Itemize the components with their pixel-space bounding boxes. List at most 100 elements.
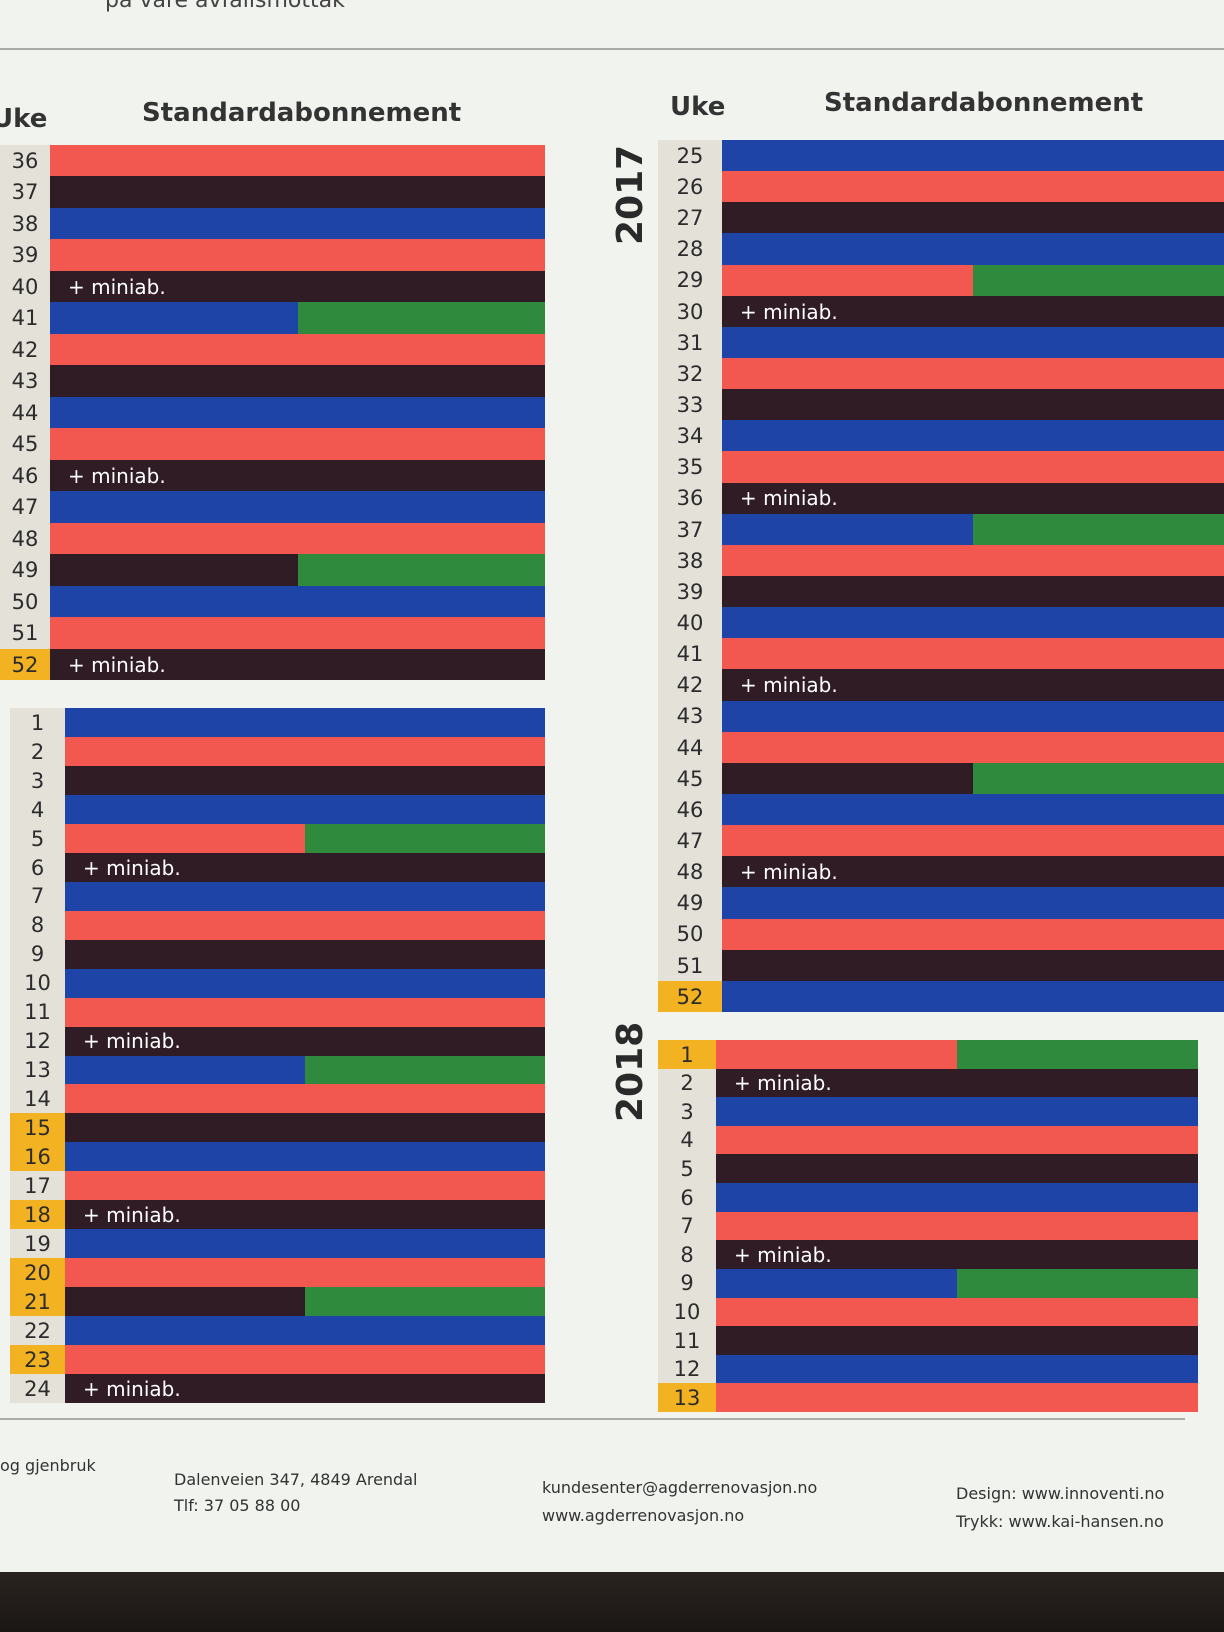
week-row: 12 + miniab. bbox=[10, 1026, 545, 1056]
collection-bar bbox=[722, 140, 1224, 172]
week-row: 47 bbox=[658, 825, 1224, 857]
dark-collection-segment bbox=[65, 1200, 545, 1230]
collection-bar bbox=[722, 638, 1224, 670]
week-number: 36 bbox=[0, 145, 50, 177]
collection-bar bbox=[50, 617, 545, 650]
week-row: 2 bbox=[10, 736, 545, 767]
right-uke-header: Uke bbox=[670, 92, 726, 122]
week-number: 2 bbox=[658, 1068, 716, 1098]
week-number: 13 bbox=[10, 1055, 65, 1085]
week-row: 33 bbox=[658, 389, 1224, 421]
green-collection-segment bbox=[297, 554, 545, 587]
green-collection-segment bbox=[973, 513, 1224, 546]
week-number: 43 bbox=[658, 700, 722, 733]
collection-bar bbox=[716, 1383, 1198, 1413]
week-row: 20 bbox=[10, 1258, 545, 1288]
collection-bar bbox=[50, 365, 545, 398]
collection-bar bbox=[716, 1154, 1198, 1184]
collection-bar bbox=[722, 233, 1224, 266]
week-number: 9 bbox=[10, 939, 65, 970]
footer-address: Dalenveien 347, 4849 Arendal bbox=[174, 1470, 418, 1489]
dark-collection-segment bbox=[716, 1068, 1198, 1098]
red-collection-segment bbox=[50, 239, 545, 272]
week-row: 50 bbox=[658, 918, 1224, 951]
top-text: på våre avfallsmottak bbox=[105, 0, 345, 13]
week-row: 46 bbox=[658, 794, 1224, 826]
miniab-label: + miniab. bbox=[83, 855, 181, 880]
week-number: 18 bbox=[10, 1200, 65, 1230]
blue-collection-segment bbox=[65, 1142, 545, 1172]
week-row: 18 + miniab. bbox=[10, 1200, 545, 1230]
collection-bar bbox=[50, 333, 545, 366]
week-row: 45 bbox=[0, 428, 545, 461]
collection-bar bbox=[716, 1326, 1198, 1356]
week-row: 12 bbox=[658, 1354, 1198, 1384]
collection-bar bbox=[722, 326, 1224, 359]
week-row: 15 bbox=[10, 1113, 545, 1143]
collection-bar: + miniab. bbox=[722, 856, 1224, 888]
week-number: 23 bbox=[10, 1345, 65, 1375]
collection-bar: + miniab. bbox=[716, 1240, 1198, 1270]
week-number: 26 bbox=[658, 171, 722, 203]
week-number: 5 bbox=[658, 1154, 716, 1184]
dark-collection-segment bbox=[50, 270, 545, 303]
collection-bar bbox=[722, 202, 1224, 234]
footer-print-link[interactable]: Trykk: www.kai-hansen.no bbox=[956, 1512, 1164, 1531]
week-row: 4 bbox=[658, 1125, 1198, 1155]
blue-collection-segment bbox=[716, 1183, 1198, 1213]
week-row: 29 bbox=[658, 264, 1224, 297]
bottom-divider bbox=[0, 1418, 1185, 1420]
red-collection-segment bbox=[50, 145, 545, 177]
dark-collection-segment bbox=[65, 939, 545, 970]
dark-collection-segment bbox=[65, 1026, 545, 1056]
week-number: 7 bbox=[658, 1211, 716, 1241]
collection-bar bbox=[65, 968, 545, 999]
week-number: 42 bbox=[0, 333, 50, 366]
red-collection-segment bbox=[722, 451, 1224, 484]
green-collection-segment bbox=[305, 823, 545, 854]
green-collection-segment bbox=[305, 1287, 545, 1317]
collection-bar bbox=[65, 1084, 545, 1114]
collection-bar bbox=[716, 1040, 1198, 1070]
week-number: 12 bbox=[10, 1026, 65, 1056]
week-row: 17 bbox=[10, 1171, 545, 1201]
week-number: 51 bbox=[658, 949, 722, 982]
dark-collection-segment bbox=[50, 365, 545, 398]
week-row: 36 bbox=[0, 145, 545, 177]
week-row: 8 + miniab. bbox=[658, 1240, 1198, 1270]
blue-collection-segment bbox=[722, 980, 1224, 1013]
collection-bar: + miniab. bbox=[50, 270, 545, 303]
week-row: 16 bbox=[10, 1142, 545, 1172]
week-row: 49 bbox=[0, 554, 545, 587]
week-row: 5 bbox=[658, 1154, 1198, 1184]
week-number: 12 bbox=[658, 1354, 716, 1384]
week-row: 50 bbox=[0, 585, 545, 618]
schedule-left-2017: 36 37 38 39 40 + miniab. 41 42 43 44 45 46 + miniab.… bbox=[0, 145, 545, 681]
collection-bar bbox=[65, 1229, 545, 1259]
collection-bar bbox=[65, 1287, 545, 1317]
footer-email-link[interactable]: kundesenter@agderrenovasjon.no bbox=[542, 1478, 818, 1497]
week-row: 23 bbox=[10, 1345, 545, 1375]
miniab-label: + miniab. bbox=[740, 673, 838, 698]
footer-design-link[interactable]: Design: www.innoventi.no bbox=[956, 1484, 1165, 1503]
footer-web-link[interactable]: www.agderrenovasjon.no bbox=[542, 1506, 745, 1525]
week-row: 10 bbox=[658, 1297, 1198, 1327]
week-number: 42 bbox=[658, 669, 722, 702]
dark-collection-segment bbox=[50, 176, 545, 209]
collection-bar bbox=[716, 1183, 1198, 1213]
collection-bar bbox=[65, 1345, 545, 1375]
blue-collection-segment bbox=[65, 1316, 545, 1346]
collection-bar bbox=[722, 918, 1224, 951]
dark-collection-segment bbox=[716, 1154, 1198, 1184]
red-collection-segment bbox=[65, 997, 545, 1028]
dark-collection-segment bbox=[722, 389, 1224, 421]
blue-collection-segment bbox=[50, 207, 545, 240]
week-row: 47 bbox=[0, 491, 545, 524]
dark-collection-segment bbox=[65, 1374, 545, 1404]
red-collection-segment bbox=[716, 1040, 957, 1070]
collection-bar bbox=[50, 554, 545, 587]
week-row: 11 bbox=[10, 997, 545, 1028]
week-number: 36 bbox=[658, 482, 722, 515]
week-number: 4 bbox=[658, 1125, 716, 1155]
photo-shadow bbox=[0, 1572, 1224, 1632]
